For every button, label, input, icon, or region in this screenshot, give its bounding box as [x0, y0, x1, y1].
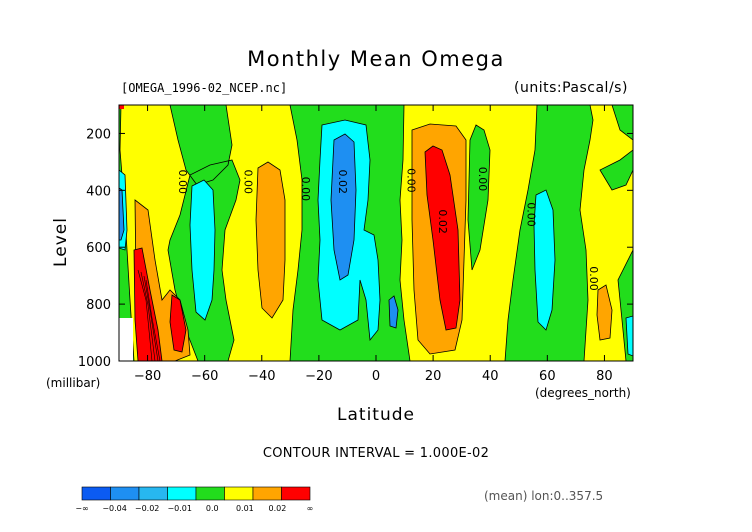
stats-note: (mean) lon:0..357.5	[484, 489, 604, 503]
x-tick-label: 60	[539, 369, 556, 384]
colorbar-swatch	[224, 486, 254, 501]
contour-labels: 0.00 0.00 0.00 0.02 0.00 0.02 0.00 0.00 0.00	[176, 167, 600, 291]
contour-label: 0.00	[587, 266, 600, 291]
contour-label: 0.00	[242, 170, 255, 195]
x-tick-label: 20	[425, 369, 442, 384]
colorbar-label: 0.01	[236, 504, 254, 513]
colorbar-swatch	[281, 486, 311, 501]
contour-label: 0.00	[524, 202, 537, 227]
contour-label: 0.00	[176, 170, 189, 195]
contour-interval-label: CONTOUR INTERVAL = 1.000E-02	[262, 446, 490, 461]
green-region-north	[467, 124, 491, 271]
y-tick-label: 200	[86, 127, 111, 142]
contour-field	[119, 105, 633, 361]
colorbar-label: 0.0	[206, 504, 219, 513]
orange-region-north-small	[596, 284, 613, 341]
y-axis-unit: (millibar)	[46, 376, 101, 390]
x-tick-label: 0	[372, 369, 380, 384]
red-corner-mark	[119, 105, 124, 109]
cyan-region-north	[533, 189, 556, 331]
cyan-region-northedge	[625, 315, 633, 357]
file-name-label: [OMEGA_1996-02_NCEP.nc]	[121, 81, 288, 95]
x-axis-label: Latitude	[337, 405, 415, 425]
contour-label: 0.00	[299, 177, 312, 202]
colorbar-label: −0.02	[135, 504, 160, 513]
colorbar: −∞ −0.04 −0.02 −0.01 0.0 0.01 0.02 ∞	[75, 486, 314, 513]
y-tick-label: 1000	[78, 355, 111, 370]
colorbar-label: −0.04	[102, 504, 127, 513]
blue-region-south-edge	[119, 187, 125, 241]
colorbar-label: −∞	[75, 504, 88, 513]
contour-label: 0.00	[476, 167, 489, 192]
cyan-region-south	[189, 179, 216, 321]
contour-label: 0.02	[336, 170, 349, 195]
red-region-south	[133, 247, 187, 361]
x-tick-label: −40	[248, 369, 275, 384]
colorbar-label: −0.01	[167, 504, 192, 513]
colorbar-label: 0.02	[269, 504, 287, 513]
x-tick-label: −80	[134, 369, 161, 384]
green-region-north-edge	[599, 105, 633, 191]
y-tick-label: 800	[86, 298, 111, 313]
x-tick-label: −60	[191, 369, 218, 384]
units-label: (units:Pascal/s)	[514, 80, 628, 96]
green-region-south	[119, 105, 135, 361]
chart-title: Monthly Mean Omega	[247, 47, 505, 71]
colorbar-swatch	[167, 486, 197, 501]
y-tick-label: 600	[86, 241, 111, 256]
red-region-north	[424, 145, 461, 331]
colorbar-swatch	[195, 486, 225, 501]
colorbar-swatch	[252, 486, 282, 501]
x-tick-label: −20	[305, 369, 332, 384]
orange-region-south	[255, 161, 286, 319]
colorbar-swatch	[81, 486, 111, 501]
x-tick-label: 40	[482, 369, 499, 384]
y-axis-ticks: 200 400 600 800 1000	[78, 127, 633, 370]
x-tick-label: 80	[596, 369, 613, 384]
blue-region-equatorial	[330, 133, 357, 281]
contour-label: 0.02	[436, 209, 449, 234]
y-tick-label: 400	[86, 184, 111, 199]
colorbar-label: ∞	[307, 504, 314, 513]
x-axis-ticks: −80 −60 −40 −20 0 20 40 60 80	[134, 105, 613, 384]
missing-data-block	[119, 318, 133, 361]
blue-region-small	[388, 295, 399, 329]
contour-label: 0.00	[404, 168, 417, 193]
colorbar-swatch	[110, 486, 140, 501]
colorbar-swatch	[138, 486, 168, 501]
dense-contours	[137, 269, 161, 361]
x-axis-unit: (degrees_north)	[535, 386, 631, 400]
